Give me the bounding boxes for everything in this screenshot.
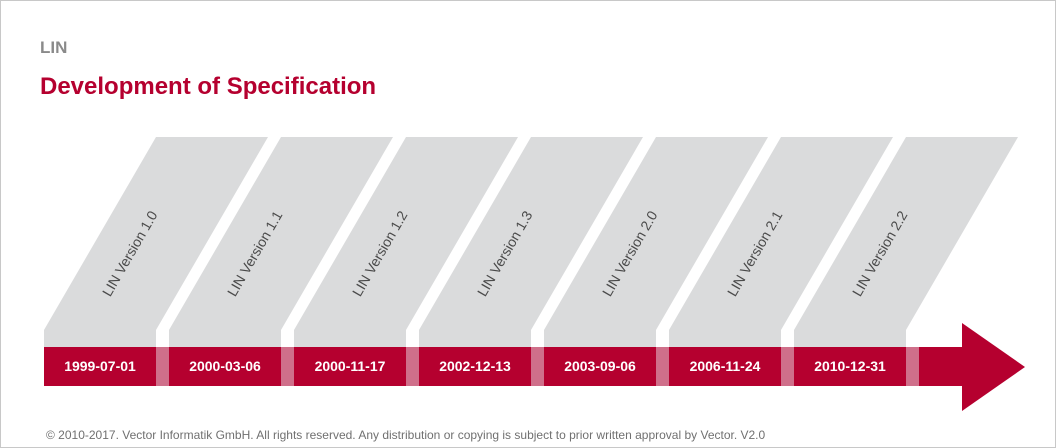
timeline-separator	[781, 347, 794, 386]
version-panel	[794, 137, 1018, 347]
timeline-separator	[531, 347, 544, 386]
timeline-separator	[156, 347, 169, 386]
date-labels: 1999-07-01 2000-03-06 2000-11-17 2002-12-13…	[64, 358, 886, 374]
version-panel	[169, 137, 393, 347]
timeline-bar	[44, 347, 962, 386]
version-panel	[294, 137, 518, 347]
date-label: 2000-03-06	[189, 358, 261, 374]
timeline-separator	[656, 347, 669, 386]
version-panel	[544, 137, 768, 347]
timeline-separator	[406, 347, 419, 386]
footer-copyright: © 2010-2017. Vector Informatik GmbH. All…	[46, 428, 766, 442]
date-label: 1999-07-01	[64, 358, 136, 374]
version-panel	[669, 137, 893, 347]
date-label: 2006-11-24	[690, 358, 761, 374]
timeline-separator	[906, 347, 919, 386]
version-panel	[44, 137, 268, 347]
date-label: 2003-09-06	[564, 358, 636, 374]
version-panels: LIN Version 1.0 LIN Version 1.1 LIN Versio…	[44, 137, 1018, 347]
timeline-arrowhead	[962, 323, 1025, 411]
slide-kicker: LIN	[40, 38, 68, 57]
slide-title: Development of Specification	[40, 73, 377, 100]
date-label: 2010-12-31	[814, 358, 886, 374]
timeline-separator	[281, 347, 294, 386]
date-label: 2002-12-13	[439, 358, 511, 374]
date-label: 2000-11-17	[315, 358, 386, 374]
version-panel	[419, 137, 643, 347]
timeline-arrow	[44, 323, 1025, 411]
